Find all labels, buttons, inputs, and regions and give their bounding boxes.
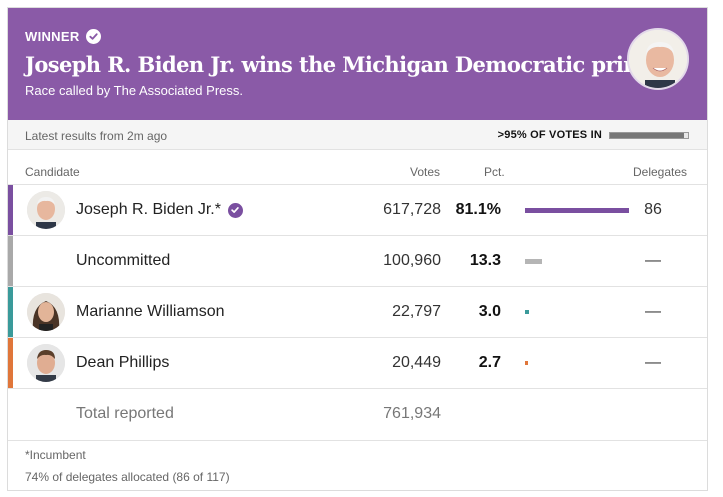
- candidate-pct: 13.3: [469, 252, 501, 269]
- candidate-votes: 22,797: [392, 303, 441, 320]
- winner-label: WINNER: [25, 29, 80, 44]
- table-row-total: Total reported 761,934: [8, 388, 707, 439]
- avatar-phillips: [27, 344, 65, 382]
- candidate-name: Joseph R. Biden Jr.*: [76, 201, 243, 219]
- votes-in-progress-fill: [610, 133, 685, 138]
- status-bar: Latest results from 2m ago >95% OF VOTES…: [8, 120, 707, 150]
- total-label: Total reported: [76, 405, 174, 422]
- table-row-biden: Joseph R. Biden Jr.* 617,728 81.1% 86: [8, 184, 707, 235]
- candidate-name-text: Joseph R. Biden Jr.*: [76, 201, 221, 218]
- row-accent: [8, 338, 13, 388]
- winner-photo: [627, 28, 689, 90]
- col-header-delegates: Delegates: [633, 165, 688, 179]
- votes-in-label: >95% OF VOTES IN: [497, 129, 602, 141]
- candidate-name-text: Dean Phillips: [76, 354, 170, 371]
- row-accent: [8, 236, 13, 286]
- check-circle-icon: [227, 202, 243, 218]
- candidate-votes: 617,728: [383, 201, 441, 218]
- col-header-candidate: Candidate: [25, 165, 80, 179]
- latest-results: Latest results from 2m ago: [25, 129, 168, 143]
- candidate-name: Dean Phillips: [76, 354, 169, 372]
- candidate-name-text: Uncommitted: [76, 252, 171, 269]
- race-results-card: WINNER Joseph R. Biden Jr. wins the Mich…: [7, 7, 708, 491]
- table-row-williamson: Marianne Williamson 22,797 3.0 —: [8, 286, 707, 337]
- votes-in-progress-bar: [609, 132, 689, 139]
- headline: Joseph R. Biden Jr. wins the Michigan De…: [25, 52, 685, 77]
- candidate-votes: 20,449: [392, 354, 441, 371]
- col-header-pct: Pct.: [484, 165, 505, 179]
- candidate-votes: 100,960: [383, 252, 441, 269]
- race-called-note: Race called by The Associated Press.: [25, 83, 243, 98]
- incumbent-note: *Incumbent: [25, 448, 86, 462]
- table-row-phillips: Dean Phillips 20,449 2.7 —: [8, 337, 707, 388]
- candidate-name-text: Marianne Williamson: [76, 303, 225, 320]
- total-votes: 761,934: [383, 405, 441, 422]
- winner-row: WINNER: [25, 29, 101, 44]
- candidate-pct: 2.7: [478, 354, 501, 371]
- candidate-delegates: 86: [644, 201, 662, 218]
- row-accent: [8, 185, 13, 235]
- pct-bar: [525, 259, 542, 264]
- candidate-delegates: —: [645, 252, 661, 269]
- avatar-williamson: [27, 293, 65, 331]
- candidate-name: Uncommitted: [76, 252, 170, 270]
- check-circle-icon: [85, 29, 101, 44]
- delegates-note: 74% of delegates allocated (86 of 117): [25, 470, 230, 484]
- candidate-pct: 3.0: [478, 303, 501, 320]
- pct-bar: [525, 208, 629, 213]
- winner-banner: WINNER Joseph R. Biden Jr. wins the Mich…: [8, 8, 707, 120]
- table-row-uncommitted: Uncommitted 100,960 13.3 —: [8, 235, 707, 286]
- candidate-delegates: —: [645, 303, 661, 320]
- table-footer: *Incumbent 74% of delegates allocated (8…: [8, 440, 707, 490]
- candidate-pct: 81.1%: [455, 201, 501, 218]
- pct-bar: [525, 310, 529, 314]
- col-header-votes: Votes: [410, 165, 441, 179]
- avatar-biden: [27, 191, 65, 229]
- candidate-name: Marianne Williamson: [76, 303, 225, 321]
- row-accent: [8, 287, 13, 337]
- pct-bar: [525, 361, 528, 365]
- candidate-delegates: —: [645, 354, 661, 371]
